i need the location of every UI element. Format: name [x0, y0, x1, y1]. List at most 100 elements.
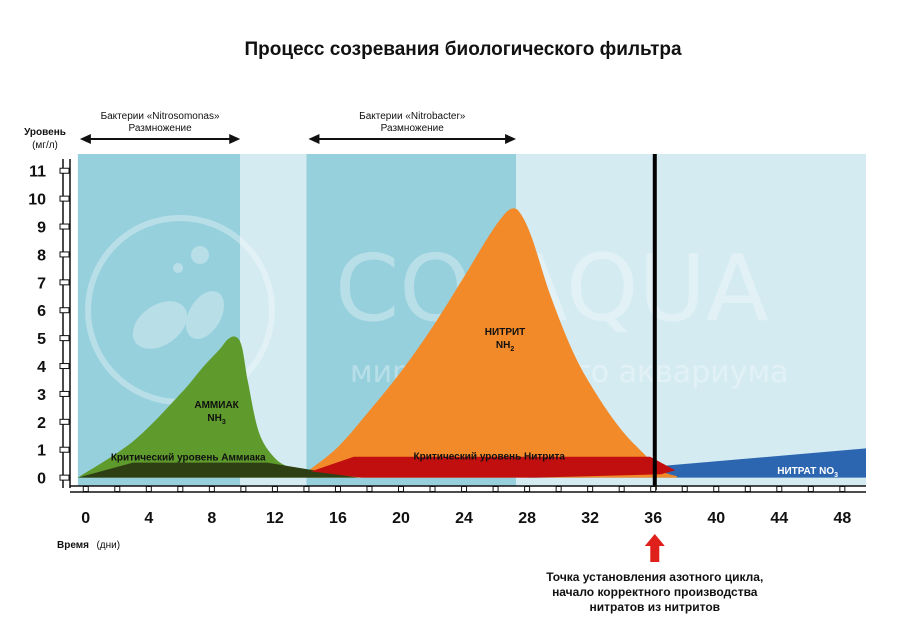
y-tick-label: 6 — [37, 303, 46, 320]
x-tick — [587, 486, 594, 492]
y-tick-label: 7 — [37, 275, 46, 292]
series-area-nitrate — [527, 448, 866, 478]
x-tick — [334, 486, 341, 492]
x-tick — [177, 486, 184, 492]
y-tick-label: 10 — [28, 192, 46, 209]
x-tick-label: 44 — [770, 510, 788, 527]
y-tick-label: 1 — [37, 443, 46, 460]
label-nitrate: НИТРАТ NO3 — [777, 466, 838, 479]
y-tick — [59, 195, 70, 202]
x-tick — [271, 486, 278, 492]
x-tick-label: 32 — [581, 510, 599, 527]
red-up-arrow — [644, 534, 665, 562]
label-nitrite-formula: NH2 — [496, 340, 514, 353]
x-tick — [208, 486, 215, 492]
y-tick-label: 4 — [37, 359, 46, 376]
x-tick — [461, 486, 468, 492]
series-area-nitrite — [306, 208, 677, 478]
critical-label-ammonia: Критический уровень Аммиака — [111, 453, 266, 464]
x-tick — [618, 486, 625, 492]
x-tick — [744, 486, 751, 492]
x-tick — [366, 486, 373, 492]
arrow-label-reproduction-0: Размножение — [128, 123, 192, 134]
series-area-ammonia — [77, 336, 323, 478]
annotation-line-0: Точка установления азотного цикла, — [546, 570, 763, 584]
x-tick — [650, 486, 657, 492]
arrow-head-right-1 — [505, 134, 517, 144]
series-areas — [77, 208, 866, 478]
arrow-label-reproduction-1: Размножение — [381, 123, 445, 134]
y-tick-label: 5 — [37, 331, 46, 348]
y-axis-label: Уровень — [24, 127, 66, 138]
series-labels: АММИАК NH3 НИТРИТ NH2 НИТРАТ NO3 — [194, 327, 838, 479]
x-tick — [807, 486, 814, 492]
label-ammonia-name: АММИАК — [194, 400, 239, 411]
x-tick — [303, 486, 310, 492]
annotation-line-2: нитратов из нитритов — [589, 600, 720, 614]
y-tick-label: 9 — [37, 220, 46, 237]
x-axis-label: Время — [57, 540, 89, 551]
watermark-leaf — [186, 291, 224, 339]
x-tick — [145, 486, 152, 492]
x-tick — [240, 486, 247, 492]
chart-title: Процесс созревания биологического фильтр… — [244, 39, 682, 60]
x-tick — [398, 486, 405, 492]
critical-band-ammonia — [77, 462, 359, 478]
y-tick — [59, 167, 70, 174]
y-tick-label: 8 — [37, 247, 46, 264]
watermark-leaf — [132, 301, 188, 349]
y-tick — [59, 363, 70, 370]
y-tick — [59, 251, 70, 258]
x-tick-label: 16 — [329, 510, 347, 527]
annotation-line-1: начало корректного производства — [552, 585, 758, 599]
x-tick-label: 40 — [707, 510, 725, 527]
arrow-head-left-1 — [308, 134, 320, 144]
x-tick — [114, 486, 121, 492]
arrow-head-right-0 — [229, 134, 241, 144]
watermark-bubble — [173, 263, 183, 273]
y-tick — [59, 307, 70, 314]
arrow-head-left-0 — [79, 134, 91, 144]
x-tick — [839, 486, 846, 492]
x-tick — [681, 486, 688, 492]
x-tick — [429, 486, 436, 492]
y-tick-label: 11 — [29, 164, 46, 181]
x-tick — [776, 486, 783, 492]
y-tick — [59, 390, 70, 397]
cycle-annotation: Точка установления азотного цикла,начало… — [546, 534, 763, 614]
arrow-label-bacteria-0: Бактерии «Nitrosomonas» — [101, 111, 220, 122]
x-tick-label: 4 — [144, 510, 153, 527]
y-tick-label: 2 — [37, 415, 46, 432]
x-tick-label: 24 — [455, 510, 473, 527]
arrow-label-bacteria-1: Бактерии «Nitrobacter» — [359, 111, 466, 122]
x-tick-label: 8 — [207, 510, 216, 527]
bacteria-arrows: Бактерии «Nitrosomonas»РазмножениеБактер… — [79, 111, 517, 144]
y-tick-label: 0 — [37, 471, 46, 488]
x-axis-unit: (дни) — [96, 540, 120, 551]
x-tick-label: 28 — [518, 510, 536, 527]
y-tick — [59, 446, 70, 453]
y-tick — [59, 418, 70, 425]
x-tick-label: 12 — [266, 510, 284, 527]
x-tick-label: 48 — [833, 510, 851, 527]
x-tick — [555, 486, 562, 492]
x-tick — [524, 486, 531, 492]
critical-bands: Критический уровень Аммиака Критический у… — [77, 452, 676, 478]
y-tick — [59, 279, 70, 286]
y-tick — [59, 474, 70, 481]
y-axis-unit: (мг/л) — [32, 140, 58, 151]
critical-band-nitrite — [311, 456, 676, 478]
x-tick-label: 0 — [81, 510, 90, 527]
x-tick — [492, 486, 499, 492]
x-tick — [713, 486, 720, 492]
label-ammonia-formula: NH3 — [207, 413, 225, 426]
y-tick — [59, 223, 70, 230]
x-tick — [82, 486, 89, 492]
x-tick-label: 36 — [644, 510, 662, 527]
critical-label-nitrite: Критический уровень Нитрита — [414, 452, 566, 463]
y-tick-label: 3 — [37, 387, 46, 404]
x-axis-title: Время (дни) — [57, 535, 120, 552]
x-tick-label: 20 — [392, 510, 410, 527]
y-tick — [59, 335, 70, 342]
